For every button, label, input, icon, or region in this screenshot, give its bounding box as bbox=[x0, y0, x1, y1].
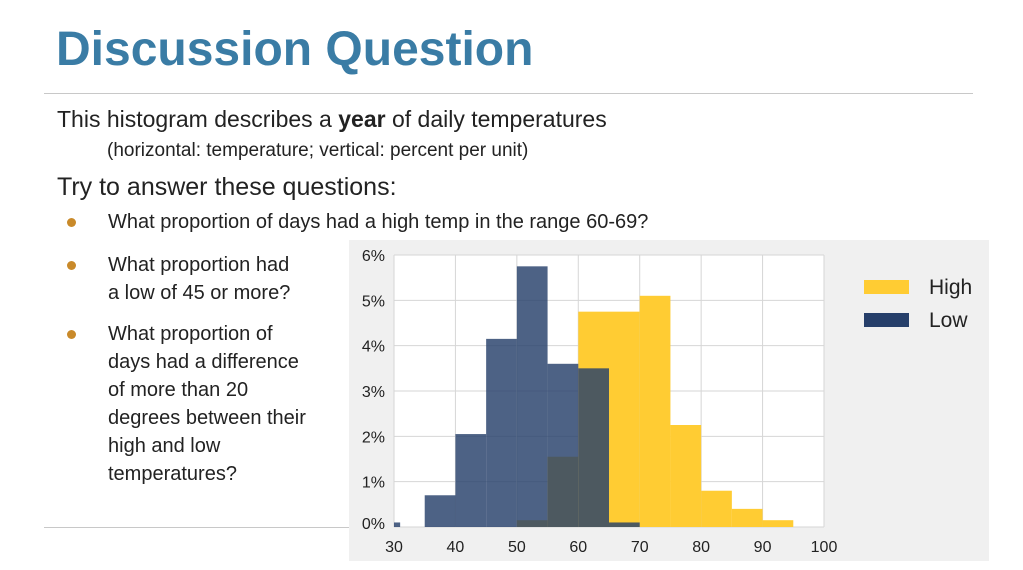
x-tick-label: 80 bbox=[692, 539, 710, 556]
x-tick-label: 30 bbox=[385, 539, 403, 556]
bullet-dot-icon bbox=[67, 218, 76, 227]
x-tick-label: 60 bbox=[569, 539, 587, 556]
bullet-dot-icon bbox=[67, 330, 76, 339]
question-2-text: What proportion had a low of 45 or more? bbox=[108, 251, 290, 307]
histogram-chart: 30 40 50 60 70 80 90 100 0% 1% 2% 3% 4% 5% 6% High Low bbox=[362, 248, 972, 556]
x-tick-label: 40 bbox=[447, 539, 465, 556]
question-line: What proportion of bbox=[108, 323, 273, 345]
legend-swatch bbox=[864, 280, 909, 294]
question-line: a low of 45 or more? bbox=[108, 282, 291, 304]
question-line: of more than 20 bbox=[108, 379, 249, 401]
legend-label: Low bbox=[929, 309, 968, 332]
bar-low bbox=[609, 522, 640, 527]
bar-low bbox=[424, 495, 456, 527]
x-tick-label: 100 bbox=[811, 539, 838, 556]
legend-label: High bbox=[929, 276, 972, 299]
axis-explanation: (horizontal: temperature; vertical: perc… bbox=[107, 140, 529, 161]
bullet-dot-icon bbox=[67, 261, 76, 270]
y-tick-label: 4% bbox=[362, 339, 385, 356]
y-tick-label: 3% bbox=[362, 384, 385, 401]
y-tick-label: 2% bbox=[362, 429, 385, 446]
x-tick-label: 50 bbox=[508, 539, 526, 556]
slide-title: Discussion Question bbox=[56, 23, 534, 76]
questions-heading: Try to answer these questions: bbox=[57, 173, 397, 201]
title-divider bbox=[44, 93, 973, 94]
histogram-panel: 30 40 50 60 70 80 90 100 0% 1% 2% 3% 4% 5% 6% High Low bbox=[349, 240, 989, 561]
question-line: What proportion had bbox=[108, 254, 290, 276]
bar-low bbox=[455, 434, 487, 527]
bar-high bbox=[670, 425, 702, 527]
question-1-text: What proportion of days had a high temp … bbox=[108, 208, 648, 236]
x-tick-label: 90 bbox=[754, 539, 772, 556]
bar-low bbox=[578, 368, 609, 527]
legend-swatch bbox=[864, 313, 909, 327]
bar-high bbox=[609, 311, 640, 527]
footer-divider bbox=[44, 527, 352, 528]
bar-high bbox=[639, 295, 671, 527]
bar-high bbox=[762, 520, 794, 527]
question-line: degrees between their bbox=[108, 407, 306, 429]
question-3-text: What proportion of days had a difference… bbox=[108, 320, 306, 488]
intro-line: This histogram describes a year of daily… bbox=[57, 106, 607, 133]
question-line: days had a difference bbox=[108, 351, 299, 373]
question-line: high and low bbox=[108, 435, 221, 457]
question-line: temperatures? bbox=[108, 463, 237, 485]
bar-low bbox=[547, 363, 579, 527]
bar-low bbox=[516, 266, 548, 527]
question-line: What proportion of days had a high temp … bbox=[108, 211, 649, 233]
x-tick-label: 70 bbox=[631, 539, 649, 556]
y-tick-label: 5% bbox=[362, 293, 385, 310]
bar-high bbox=[731, 508, 763, 527]
intro-text-start: This histogram describes a bbox=[57, 106, 339, 132]
y-tick-label: 1% bbox=[362, 475, 385, 492]
y-tick-label: 0% bbox=[362, 516, 385, 533]
bar-high bbox=[701, 490, 732, 527]
intro-text-bold: year bbox=[338, 106, 386, 132]
intro-text-end: of daily temperatures bbox=[385, 106, 607, 132]
y-tick-label: 6% bbox=[362, 248, 385, 265]
bar-low bbox=[486, 338, 517, 527]
bar-low bbox=[394, 522, 401, 527]
